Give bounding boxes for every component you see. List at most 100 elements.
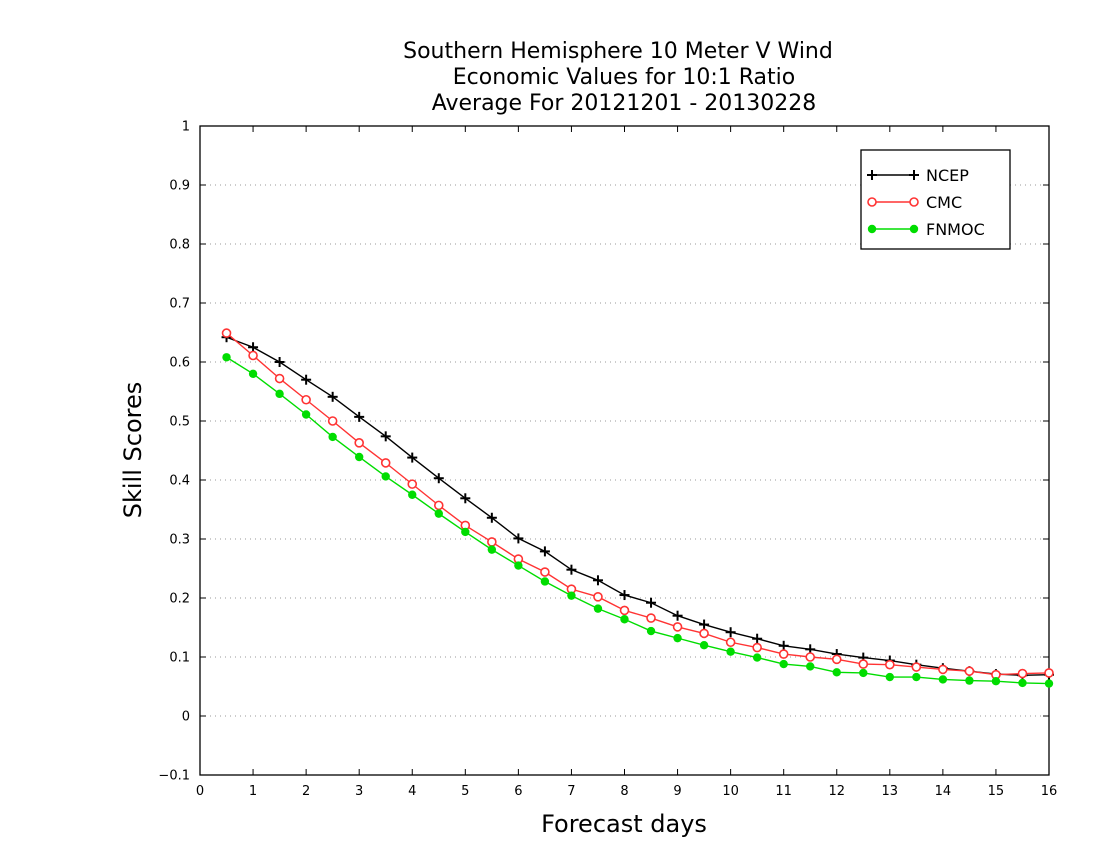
data-point-ncep xyxy=(486,512,497,523)
data-point-cmc xyxy=(327,416,338,426)
data-point-fnmoc xyxy=(832,668,841,677)
data-point-fnmoc xyxy=(408,490,417,499)
data-point-fnmoc xyxy=(275,389,284,399)
x-tick-label: 13 xyxy=(882,784,899,799)
x-tick-label: 6 xyxy=(514,784,522,799)
data-point-ncep xyxy=(513,533,524,544)
x-tick-label: 2 xyxy=(302,784,310,799)
legend-marker xyxy=(909,170,919,180)
y-axis-ticks: −0.1 0 0.1 0.2 0.3 0.4 0.5 0.6 0.7 0.8 0.9 1 xyxy=(158,120,1049,784)
data-point-cmc xyxy=(672,622,683,632)
data-point-cmc xyxy=(885,659,895,670)
data-point-fnmoc xyxy=(912,672,921,682)
series-fnmoc xyxy=(222,353,1054,688)
data-point-cmc xyxy=(699,628,709,639)
data-point-fnmoc xyxy=(487,545,497,554)
y-tick-label: 1 xyxy=(182,120,190,135)
legend-box xyxy=(860,149,1011,250)
legend-marker xyxy=(867,197,877,207)
data-point-ncep xyxy=(274,357,285,367)
data-point-ncep xyxy=(672,610,683,621)
x-tick-label: 4 xyxy=(408,784,416,799)
data-point-cmc xyxy=(593,592,603,602)
data-point-ncep xyxy=(619,590,630,601)
y-tick-label: 0.9 xyxy=(169,179,190,194)
data-point-cmc xyxy=(778,649,789,659)
data-point-fnmoc xyxy=(461,527,470,537)
data-point-fnmoc xyxy=(859,668,868,678)
data-point-cmc xyxy=(301,394,311,405)
data-point-fnmoc xyxy=(752,653,762,662)
data-point-fnmoc xyxy=(1044,679,1054,688)
data-point-ncep xyxy=(301,374,312,385)
data-series xyxy=(221,328,1054,688)
x-tick-label: 14 xyxy=(935,784,952,799)
chart-title-line-1: Southern Hemisphere 10 Meter V Wind xyxy=(403,39,833,64)
y-axis-title: Skill Scores xyxy=(119,382,147,519)
data-point-fnmoc xyxy=(540,577,550,586)
data-point-ncep xyxy=(646,597,657,608)
data-point-ncep xyxy=(380,431,391,442)
data-point-fnmoc xyxy=(779,659,788,669)
y-tick-label: −0.1 xyxy=(158,769,190,784)
data-point-fnmoc xyxy=(965,676,974,685)
y-tick-label: 0.1 xyxy=(169,651,190,666)
data-point-cmc xyxy=(805,652,816,662)
data-point-ncep xyxy=(354,411,365,422)
legend-label: NCEP xyxy=(926,166,969,185)
data-point-cmc xyxy=(407,479,418,489)
x-tick-label: 3 xyxy=(355,784,363,799)
data-point-fnmoc xyxy=(938,675,948,684)
data-point-cmc xyxy=(725,637,736,648)
x-axis-title: Forecast days xyxy=(541,810,707,838)
x-tick-label: 12 xyxy=(828,784,845,799)
data-point-ncep xyxy=(566,564,577,575)
chart-title-line-2: Economic Values for 10:1 Ratio xyxy=(453,65,795,90)
data-point-cmc xyxy=(248,350,258,361)
x-tick-label: 9 xyxy=(673,784,681,799)
data-point-cmc xyxy=(1017,668,1028,679)
data-point-cmc xyxy=(540,567,550,577)
y-tick-label: 0.6 xyxy=(169,356,190,371)
data-point-ncep xyxy=(407,452,418,463)
x-tick-label: 8 xyxy=(620,784,628,799)
data-point-cmc xyxy=(858,659,869,669)
legend-label: FNMOC xyxy=(926,220,985,239)
data-point-cmc xyxy=(831,654,842,665)
y-tick-label: 0.3 xyxy=(169,533,190,548)
data-point-fnmoc xyxy=(646,626,656,636)
data-point-fnmoc xyxy=(514,561,523,570)
data-point-ncep xyxy=(725,627,736,638)
data-point-fnmoc xyxy=(1018,678,1027,688)
data-point-cmc xyxy=(619,605,630,616)
data-point-cmc xyxy=(433,500,444,511)
x-tick-label: 1 xyxy=(249,784,257,799)
series-line-fnmoc xyxy=(226,356,1050,685)
data-point-fnmoc xyxy=(726,647,735,656)
x-axis-ticks: 0 1 2 3 4 5 6 7 8 9 10 11 12 13 14 15 16 xyxy=(196,126,1057,799)
data-point-fnmoc xyxy=(673,633,682,643)
legend-item-cmc: CMC xyxy=(867,193,962,212)
data-point-fnmoc xyxy=(806,662,815,671)
data-point-cmc xyxy=(911,662,922,672)
data-point-fnmoc xyxy=(222,353,231,362)
legend-marker xyxy=(909,197,919,207)
x-tick-label: 5 xyxy=(461,784,469,799)
data-point-cmc xyxy=(487,537,497,547)
data-point-fnmoc xyxy=(699,641,709,650)
data-point-cmc xyxy=(964,666,975,676)
legend-marker xyxy=(909,224,919,234)
y-tick-label: 0.7 xyxy=(169,297,190,312)
data-point-ncep xyxy=(248,342,259,353)
y-tick-label: 0 xyxy=(182,710,190,725)
y-tick-label: 0.5 xyxy=(169,415,190,430)
data-point-ncep xyxy=(327,391,338,402)
data-point-cmc xyxy=(938,664,948,675)
data-point-cmc xyxy=(646,613,656,623)
data-point-ncep xyxy=(433,473,444,484)
data-point-ncep xyxy=(539,546,550,557)
y-tick-label: 0.8 xyxy=(169,238,190,253)
data-point-fnmoc xyxy=(567,591,576,600)
